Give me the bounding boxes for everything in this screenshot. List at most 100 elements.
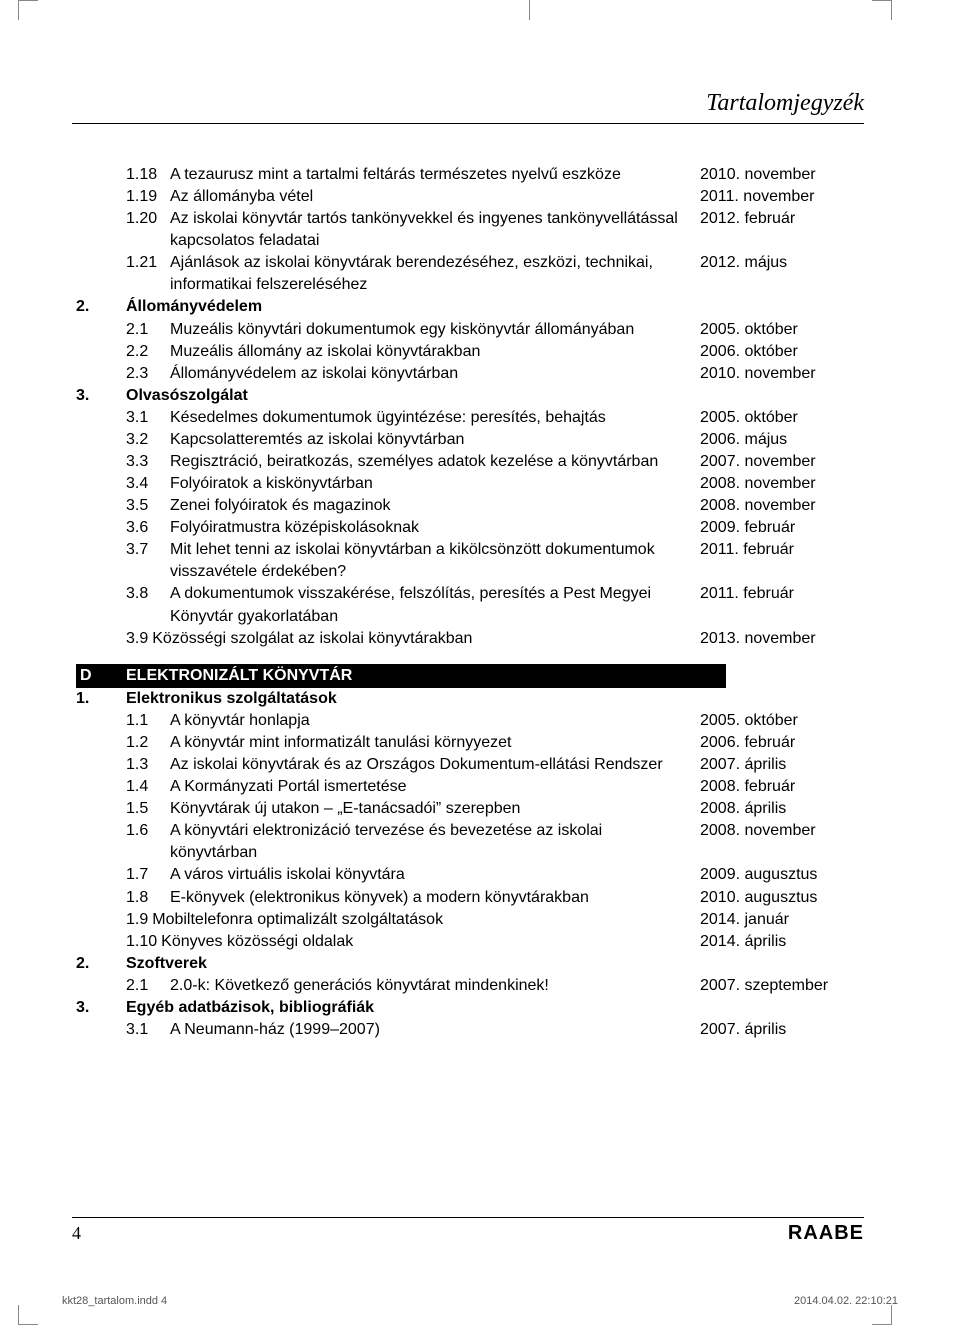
slug-file: kkt28_tartalom.indd 4 [62,1295,167,1307]
toc-section-title: Állományvédelem [126,296,262,318]
toc-content: 1.18 A tezaurusz mint a tartalmi feltárá… [72,164,864,1041]
toc-section: 3. Egyéb adatbázisok, bibliográfiák [76,997,864,1019]
toc-item: 1.8 E-könyvek (elektronikus könyvek) a m… [76,887,864,909]
toc-item-number: 3.1 [126,407,170,429]
toc-section: 2. Állományvédelem [76,296,864,318]
toc-item-number: 3.1 [126,1019,170,1041]
toc-section-number: 3. [76,997,126,1019]
toc-item-number: 3.6 [126,517,170,539]
toc-item-number: 1.7 [126,864,170,886]
toc-item-number: 1.4 [126,776,170,798]
toc-item-text: A dokumentumok visszakérése, felszólítás… [170,583,700,627]
toc-item-number: 3.7 [126,539,170,583]
toc-section-number: 3. [76,385,126,407]
toc-item-number: 1.6 [126,820,170,864]
toc-item: 2.1 2.0-k: Következő generációs könyvtár… [76,975,864,997]
print-slug: kkt28_tartalom.indd 4 2014.04.02. 22:10:… [62,1295,898,1307]
toc-item: 1.5 Könyvtárak új utakon – „E-tanácsadói… [76,798,864,820]
crop-mark [872,1305,892,1325]
toc-item-text: Késedelmes dokumentumok ügyintézése: per… [170,407,700,429]
toc-item: 3.6 Folyóiratmustra középiskolásoknak 20… [76,517,864,539]
toc-item: 1.19 Az állományba vétel 2011. november [76,186,864,208]
toc-item: 1.4 A Kormányzati Portál ismertetése 200… [76,776,864,798]
toc-section-number: 1. [76,688,126,710]
toc-item: 1.1 A könyvtár honlapja 2005. október [76,710,864,732]
toc-item: 1.18 A tezaurusz mint a tartalmi feltárá… [76,164,864,186]
toc-item-text: A könyvtári elektronizáció tervezése és … [170,820,700,864]
toc-item-text: Könyvtárak új utakon – „E-tanácsadói” sz… [170,798,700,820]
toc-item-date: 2005. október [700,407,864,429]
toc-item-number: 1.8 [126,887,170,909]
toc-item-date: 2007. november [700,451,864,473]
toc-item: 3.7 Mit lehet tenni az iskolai könyvtárb… [76,539,864,583]
page-number: 4 [72,1223,81,1244]
page-content: Tartalomjegyzék 1.18 A tezaurusz mint a … [72,90,864,1041]
toc-item-date: 2014. január [700,909,864,931]
toc-item-text: E-könyvek (elektronikus könyvek) a moder… [170,887,700,909]
toc-item-number: 3.5 [126,495,170,517]
toc-item-number: 3.2 [126,429,170,451]
toc-item-number: 1.21 [126,252,170,296]
toc-item-text: A tezaurusz mint a tartalmi feltárás ter… [170,164,700,186]
toc-item-text: Regisztráció, beiratkozás, személyes ada… [170,451,700,473]
toc-section-title: Elektronikus szolgáltatások [126,688,337,710]
toc-item-text: A könyvtár honlapja [170,710,700,732]
toc-item: 1.6 A könyvtári elektronizáció tervezése… [76,820,864,864]
crop-mark [18,0,38,20]
toc-item-date: 2009. február [700,517,864,539]
toc-item-date: 2012. február [700,208,864,252]
toc-item-text: Muzeális állomány az iskolai könyvtárakb… [170,341,700,363]
toc-item-date: 2006. május [700,429,864,451]
toc-item-number: 1.1 [126,710,170,732]
toc-item-date: 2012. május [700,252,864,296]
toc-item-date: 2010. augusztus [700,887,864,909]
toc-item-date: 2008. november [700,495,864,517]
toc-item-text: Zenei folyóiratok és magazinok [170,495,700,517]
toc-section-title: Egyéb adatbázisok, bibliográfiák [126,997,374,1019]
toc-item-text: Az állományba vétel [170,186,700,208]
toc-section-title: Szoftverek [126,953,207,975]
toc-item: 1.20 Az iskolai könyvtár tartós tankönyv… [76,208,864,252]
toc-item-text: Mit lehet tenni az iskolai könyvtárban a… [170,539,700,583]
toc-item: 2.2 Muzeális állomány az iskolai könyvtá… [76,341,864,363]
toc-item: 3.4 Folyóiratok a kiskönyvtárban 2008. n… [76,473,864,495]
toc-section: 1. Elektronikus szolgáltatások [76,688,864,710]
toc-item: 1.21 Ajánlások az iskolai könyvtárak ber… [76,252,864,296]
toc-item-date: 2005. október [700,710,864,732]
toc-item-number: 1.10 [126,931,161,953]
toc-item-number: 1.18 [126,164,170,186]
toc-item-text: A Kormányzati Portál ismertetése [170,776,700,798]
toc-item-date: 2007. április [700,754,864,776]
toc-item-number: 2.3 [126,363,170,385]
toc-division-letter: D [76,665,126,687]
toc-item-date: 2011. február [700,539,864,583]
toc-item-date: 2013. november [700,628,864,650]
crop-mark [872,0,892,20]
crop-mark [529,0,530,20]
toc-item-number: 3.9 [126,628,152,650]
toc-item: 3.8 A dokumentumok visszakérése, felszól… [76,583,864,627]
toc-item-number: 2.1 [126,319,170,341]
toc-item-number: 3.8 [126,583,170,627]
toc-item-number: 1.9 [126,909,152,931]
page-footer: 4 RAABE [72,1217,864,1245]
toc-item: 1.3 Az iskolai könyvtárak és az Országos… [76,754,864,776]
toc-item-number: 2.2 [126,341,170,363]
toc-item-text: Az iskolai könyvtár tartós tankönyvekkel… [170,208,700,252]
toc-item: 3.3 Regisztráció, beiratkozás, személyes… [76,451,864,473]
toc-item-number: 3.4 [126,473,170,495]
toc-item-text: Állományvédelem az iskolai könyvtárban [170,363,700,385]
toc-item-date: 2005. október [700,319,864,341]
toc-item: 3.1 A Neumann-ház (1999–2007) 2007. ápri… [76,1019,864,1041]
toc-item-date: 2011. november [700,186,864,208]
toc-item: 2.3 Állományvédelem az iskolai könyvtárb… [76,363,864,385]
toc-item-date: 2008. november [700,473,864,495]
toc-division-bar: D ELEKTRONIZÁLT KÖNYVTÁR [76,664,726,688]
toc-item-date: 2008. február [700,776,864,798]
toc-item-text: Folyóiratmustra középiskolásoknak [170,517,700,539]
toc-section-number: 2. [76,953,126,975]
toc-item-text: A könyvtár mint informatizált tanulási k… [170,732,700,754]
toc-item-number: 2.1 [126,975,170,997]
publisher-logo: RAABE [788,1222,864,1245]
toc-item: 2.1 Muzeális könyvtári dokumentumok egy … [76,319,864,341]
